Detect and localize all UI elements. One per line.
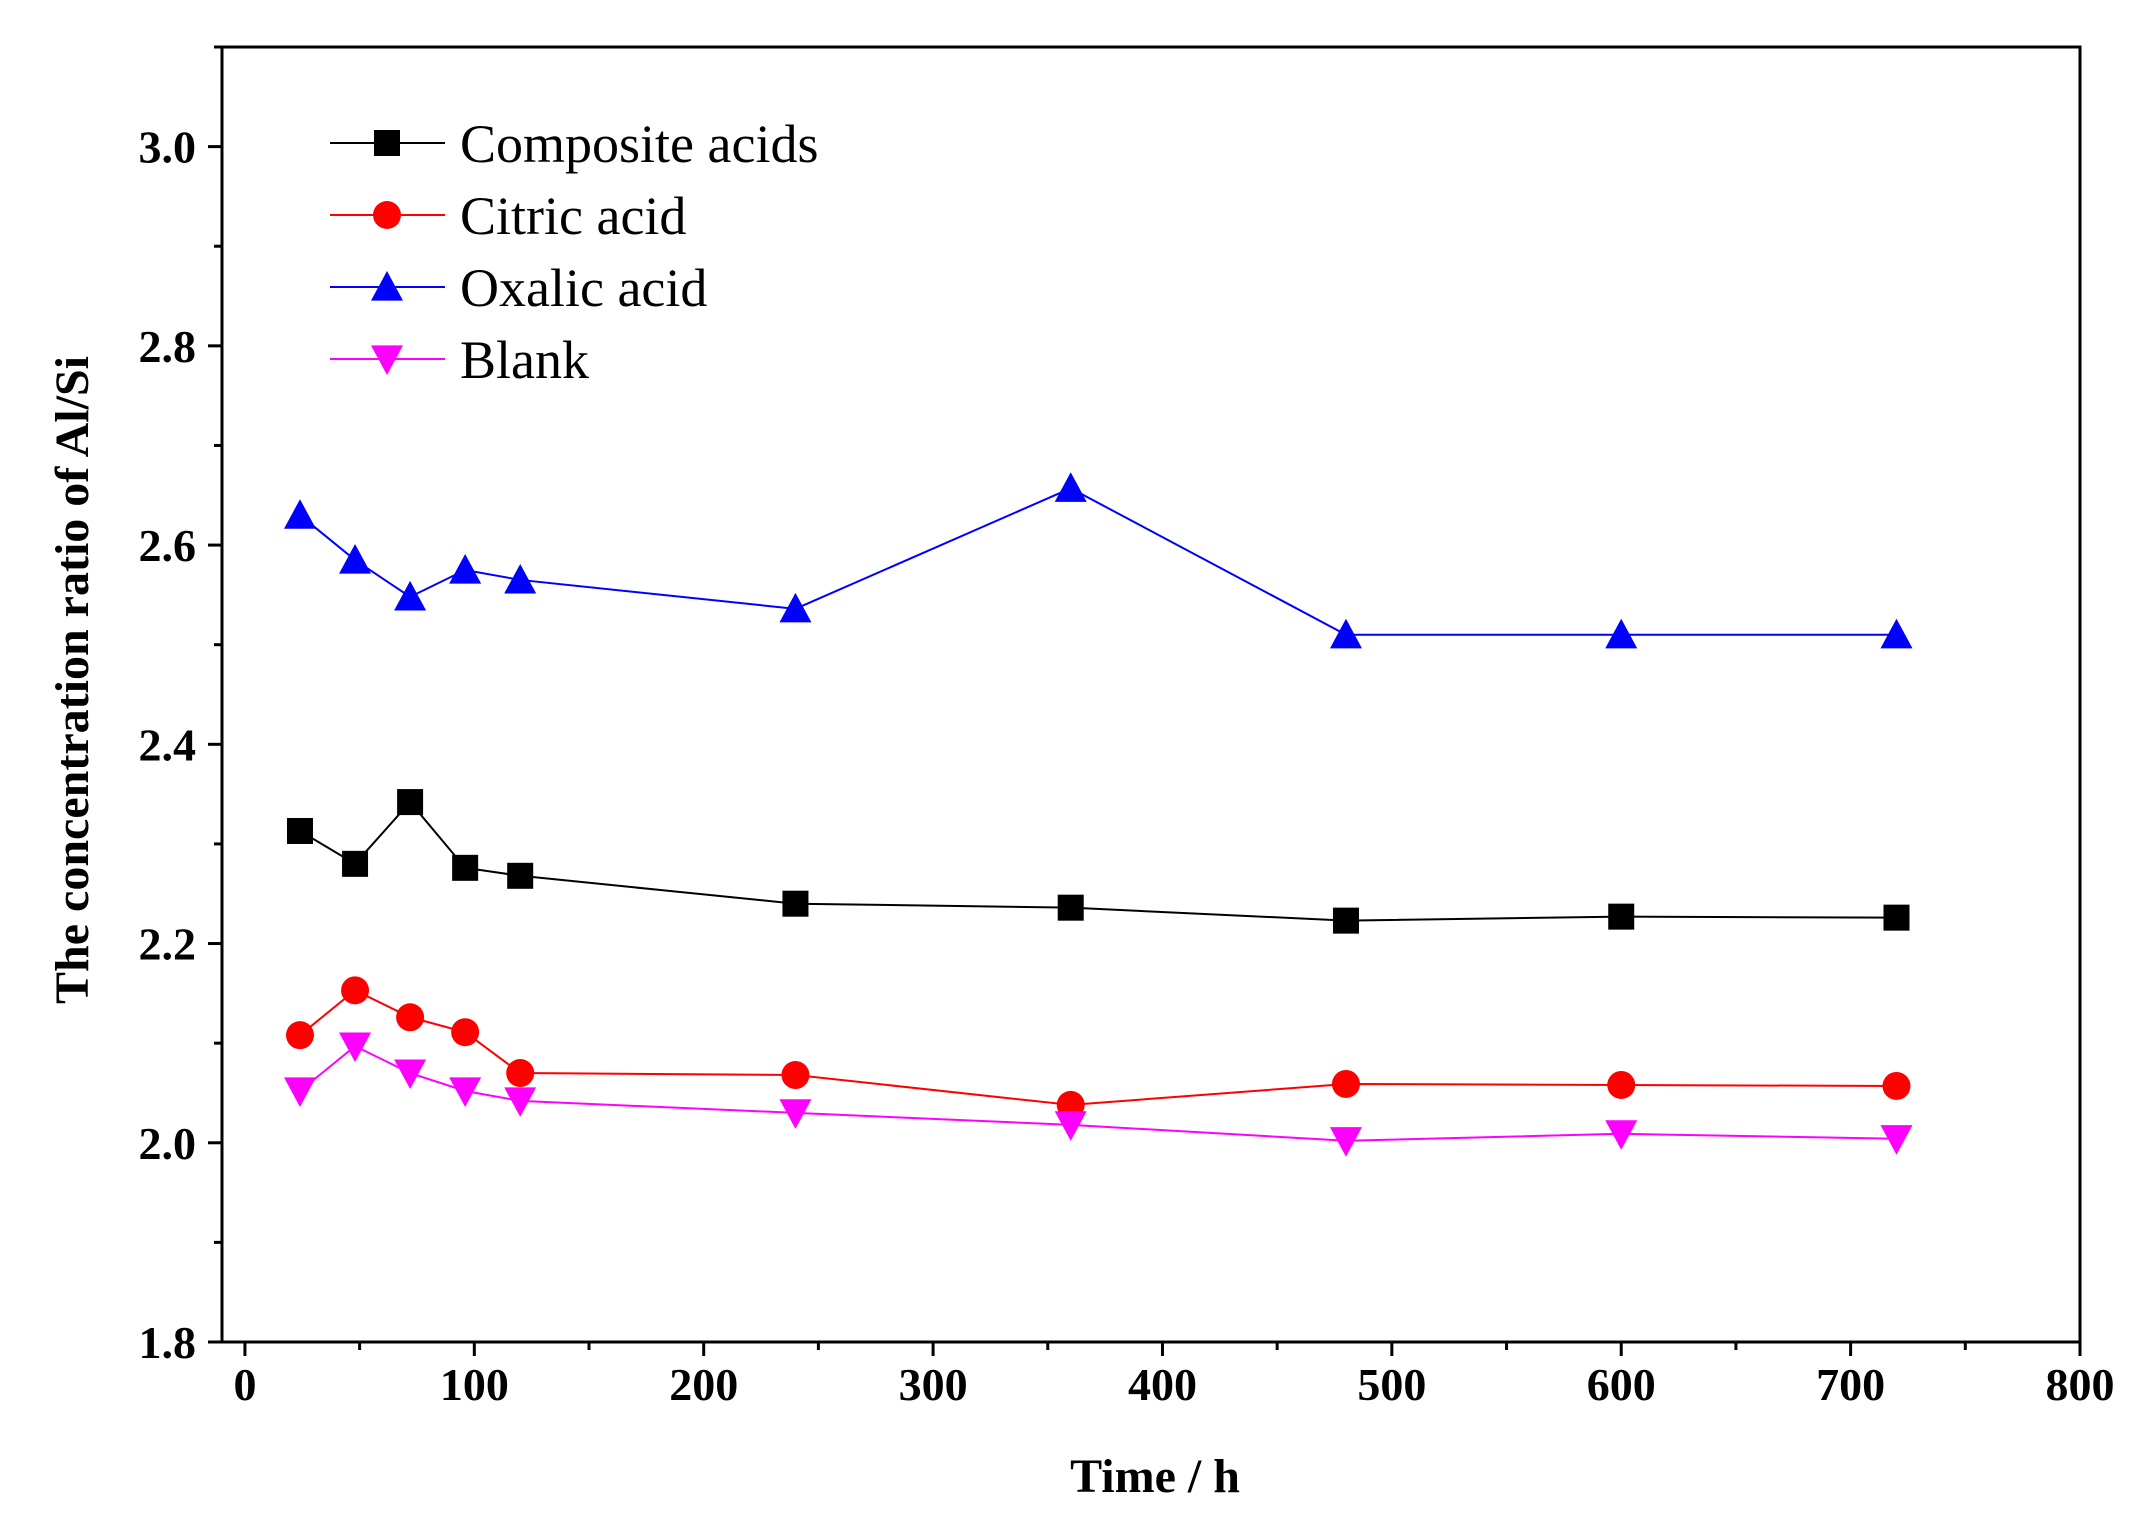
data-point — [1329, 1127, 1362, 1157]
data-point — [781, 1061, 810, 1090]
data-point — [1331, 1069, 1360, 1098]
data-point — [341, 976, 370, 1005]
series-line — [299, 487, 1897, 636]
data-point — [339, 1032, 372, 1063]
data-point — [506, 1059, 535, 1088]
series-blank — [283, 1032, 1913, 1157]
y-axis-title: The concentration ratio of Al/Si — [46, 356, 99, 1004]
legend-item: Citric acid — [330, 186, 686, 246]
x-tick-label: 500 — [1357, 1359, 1426, 1410]
data-point — [1605, 1120, 1638, 1150]
data-point — [1882, 1071, 1911, 1100]
x-tick-label: 0 — [233, 1359, 256, 1410]
x-tick-label: 100 — [440, 1359, 509, 1410]
data-point — [1332, 907, 1359, 934]
legend-label: Citric acid — [460, 186, 686, 246]
legend-label: Composite acids — [460, 114, 818, 174]
data-point — [1329, 618, 1362, 649]
data-point — [1608, 903, 1635, 930]
x-tick-label: 600 — [1587, 1359, 1656, 1410]
data-point — [283, 1077, 316, 1107]
data-point — [504, 1087, 537, 1117]
data-point — [1054, 1111, 1087, 1141]
series-line — [299, 1044, 1897, 1142]
x-tick-label: 200 — [669, 1359, 738, 1410]
series-composite-acids — [286, 789, 1910, 934]
data-point — [449, 553, 482, 584]
data-point — [1607, 1070, 1636, 1099]
legend-label: Blank — [460, 330, 589, 390]
data-point — [394, 580, 427, 611]
plot-frame — [220, 45, 2082, 1344]
data-point — [1880, 1125, 1913, 1155]
x-tick-label: 800 — [2046, 1359, 2115, 1410]
data-point — [1054, 472, 1087, 502]
x-tick-label: 300 — [899, 1359, 968, 1410]
series-layer — [283, 472, 1913, 1157]
data-point — [451, 1018, 480, 1047]
legend-marker — [371, 345, 403, 375]
data-point — [396, 1003, 425, 1032]
series-line — [299, 800, 1897, 922]
data-point — [504, 563, 537, 594]
y-tick-label: 2.2 — [139, 919, 197, 970]
data-point — [1883, 904, 1910, 931]
x-tick-label: 700 — [1816, 1359, 1885, 1410]
data-point — [782, 890, 809, 917]
y-tick-label: 2.0 — [139, 1118, 197, 1169]
data-point — [1057, 894, 1084, 921]
data-point — [1880, 618, 1913, 649]
x-axis-title: Time / h — [1070, 1450, 1240, 1503]
legend-label: Oxalic acid — [460, 258, 707, 318]
data-point — [452, 854, 479, 881]
legend: Composite acids Citric acid Oxalic acid Bla… — [330, 114, 818, 390]
legend-item: Composite acids — [330, 114, 818, 174]
legend-item: Oxalic acid — [330, 258, 707, 318]
y-tick-label: 2.4 — [139, 719, 197, 770]
data-point — [339, 544, 372, 574]
data-point — [397, 789, 424, 816]
data-point — [394, 1059, 427, 1090]
legend-marker — [371, 271, 403, 301]
series-line — [299, 989, 1897, 1106]
axes-layer: 0 100 200 300 400 500 600 700 800 1.8 2.0 2.2 2.4 2.6… — [139, 45, 2115, 1410]
series-oxalic-acid — [283, 472, 1913, 649]
data-point — [779, 592, 812, 623]
data-point — [286, 817, 313, 844]
legend-item: Blank — [330, 330, 589, 390]
data-point — [507, 862, 534, 889]
data-point — [285, 1021, 314, 1050]
data-point — [449, 1077, 482, 1107]
legend-marker — [374, 130, 400, 156]
y-tick-label: 2.8 — [139, 321, 197, 372]
data-point — [779, 1099, 812, 1129]
y-tick-label: 2.6 — [139, 520, 197, 571]
x-tick-label: 400 — [1128, 1359, 1197, 1410]
legend-marker — [373, 201, 401, 229]
y-tick-label: 3.0 — [139, 122, 197, 173]
data-point — [342, 850, 369, 877]
data-point — [283, 499, 316, 529]
y-tick-label: 1.8 — [139, 1317, 197, 1368]
data-point — [1605, 618, 1638, 649]
